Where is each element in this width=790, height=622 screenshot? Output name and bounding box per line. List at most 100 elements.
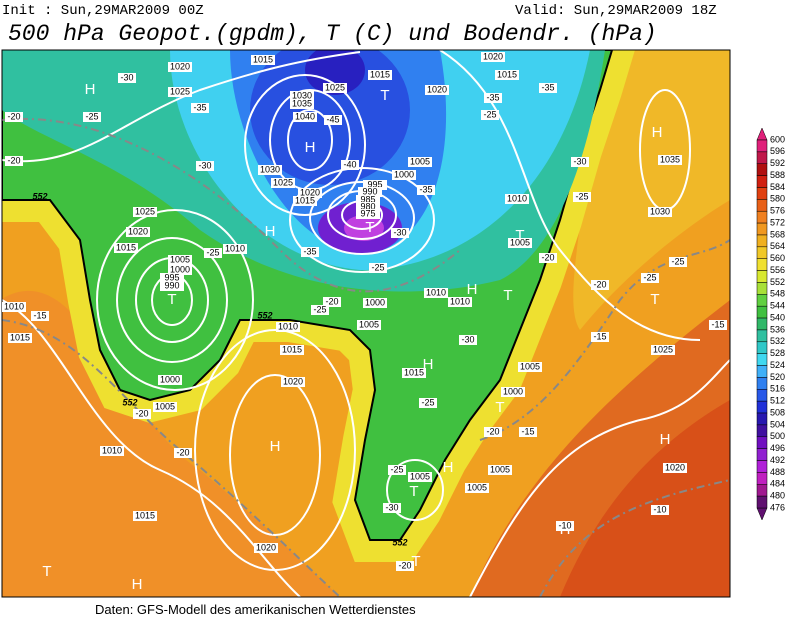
label-box <box>293 112 317 122</box>
map-frame <box>1 49 731 598</box>
temperature-label: -20 <box>176 447 189 457</box>
isobar-label: 1010 <box>278 321 298 331</box>
pressure-center: H <box>443 459 454 476</box>
label-box <box>118 73 136 83</box>
isobar-label: 995 <box>367 179 382 189</box>
isobar-label: 975 <box>360 208 375 218</box>
colorbar-label: 564 <box>770 241 785 251</box>
isobar-label: 1010 <box>4 301 24 311</box>
label-box <box>641 273 659 283</box>
isobar-label: 1020 <box>256 542 276 552</box>
map-labels: HHHHHHHHHHHTTTTTTTTTT1020101510251030103… <box>2 51 727 593</box>
label-box <box>356 195 380 205</box>
pressure-center: H <box>85 81 96 98</box>
colorbar-band <box>756 151 768 164</box>
temperature-label: -10 <box>558 520 571 530</box>
label-box <box>648 207 672 217</box>
colorbar-label: 492 <box>770 455 785 465</box>
temperature-label: -20 <box>593 279 606 289</box>
map-area <box>2 50 730 597</box>
isobar-label: 1010 <box>450 296 470 306</box>
temperature-label: -20 <box>325 296 338 306</box>
label-box <box>481 52 505 62</box>
isobar-label: 1005 <box>510 237 530 247</box>
label-box <box>311 305 329 315</box>
isobar-label: 1025 <box>325 82 345 92</box>
isobar-label: 1030 <box>260 164 280 174</box>
label-box <box>276 322 300 332</box>
label-box <box>5 112 23 122</box>
pressure-center: T <box>411 553 420 570</box>
colorbar-band <box>756 282 768 295</box>
isobar-label: 1005 <box>490 464 510 474</box>
label-box <box>100 446 124 456</box>
temperature-label: -25 <box>390 464 403 474</box>
colorbar-label: 488 <box>770 467 785 477</box>
isobar-label: 1010 <box>426 287 446 297</box>
label-box <box>168 62 192 72</box>
colorbar-band <box>756 365 768 378</box>
pressure-center: H <box>467 281 478 298</box>
label-box <box>254 543 278 553</box>
isobar-label: 990 <box>362 186 377 196</box>
label-box <box>324 115 342 125</box>
temperature-label: -20 <box>398 560 411 570</box>
colorbar-band <box>756 460 768 473</box>
colorbar-band <box>756 377 768 390</box>
temperature-label: -25 <box>575 191 588 201</box>
temperature-label: -20 <box>7 111 20 121</box>
isobar-label: 1025 <box>653 344 673 354</box>
temperature-label: -15 <box>33 310 46 320</box>
isobar-label: 1025 <box>135 206 155 216</box>
label-box <box>495 70 519 80</box>
colorbar-band <box>756 389 768 402</box>
colorbar-label: 536 <box>770 324 785 334</box>
label-box <box>133 409 151 419</box>
isobar-label: 1005 <box>170 254 190 264</box>
label-box <box>341 160 359 170</box>
temperature-label: -35 <box>303 246 316 256</box>
label-box <box>709 320 727 330</box>
temperature-label: -35 <box>541 82 554 92</box>
label-box <box>126 227 150 237</box>
label-box <box>223 244 247 254</box>
label-box <box>383 503 401 513</box>
isobar-label: 1015 <box>116 242 136 252</box>
colorbar-label: 572 <box>770 217 785 227</box>
pressure-center: H <box>305 139 316 156</box>
isobar-label: 1015 <box>282 344 302 354</box>
isobar-label: 985 <box>360 194 375 204</box>
isobar-label: 1030 <box>650 206 670 216</box>
colorbar-band <box>756 294 768 307</box>
isobar-label: 1005 <box>155 401 175 411</box>
temperature-label: -20 <box>135 408 148 418</box>
label-box <box>258 165 282 175</box>
colorbar-label: 556 <box>770 265 785 275</box>
colorbar-label: 560 <box>770 253 785 263</box>
label-box <box>83 112 101 122</box>
label-box <box>363 180 387 190</box>
label-box <box>368 70 392 80</box>
label-box <box>402 368 426 378</box>
pressure-center: T <box>503 287 512 304</box>
colorbar-band <box>756 341 768 354</box>
temperature-label: -30 <box>198 160 211 170</box>
isobar-label: 1000 <box>503 386 523 396</box>
label-box <box>271 178 295 188</box>
colorbar-band <box>756 317 768 331</box>
isobar-label: 1000 <box>365 297 385 307</box>
colorbar-band <box>756 187 768 200</box>
temperature-label: -20 <box>7 155 20 165</box>
pressure-center: H <box>660 431 671 448</box>
colorbar-label: 540 <box>770 312 785 322</box>
label-box <box>301 247 319 257</box>
colorbar-cap <box>756 507 768 521</box>
colorbar-band <box>756 472 768 485</box>
colorbar-cap <box>756 127 768 141</box>
colorbar-label: 496 <box>770 443 785 453</box>
field <box>305 50 365 95</box>
isobar-label: 1020 <box>300 187 320 197</box>
field <box>560 400 730 597</box>
colorbar-label: 596 <box>770 146 785 156</box>
label-box <box>508 238 532 248</box>
